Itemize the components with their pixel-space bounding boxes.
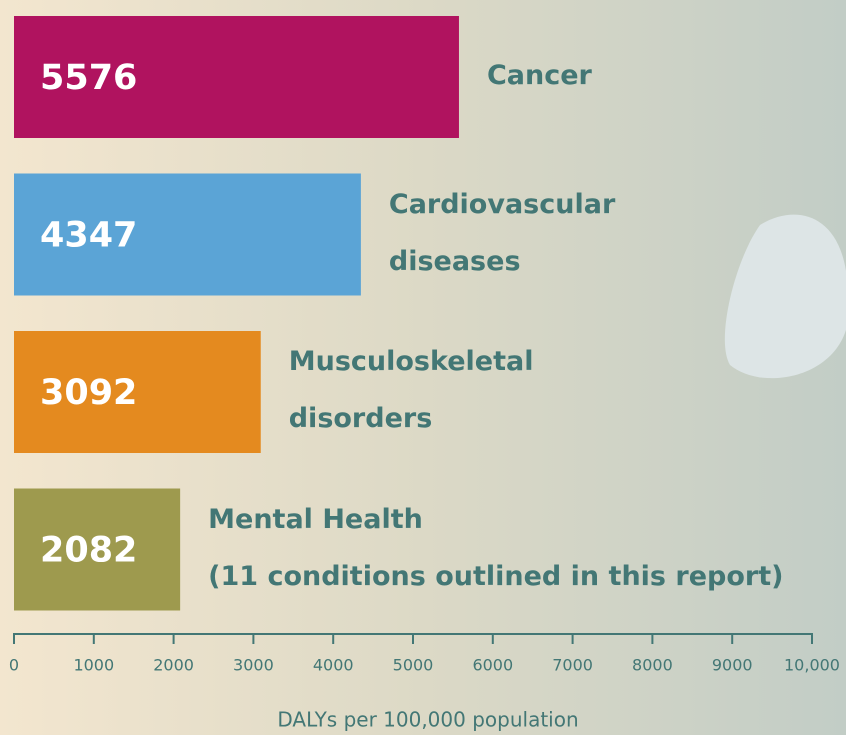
x-tick-label: 4000 [313,656,354,675]
x-tick-label: 5000 [393,656,434,675]
x-tick-label: 7000 [552,656,593,675]
value-label: 5576 [40,58,137,98]
x-tick-label: 0 [9,656,19,675]
bar [14,16,459,138]
decor-blob [724,214,846,379]
bar [14,331,261,453]
x-tick-label: 10,000 [784,656,840,675]
value-label: 4347 [40,216,137,256]
x-tick-label: 9000 [712,656,753,675]
category-label: Mental Health (11 conditions outlined in… [208,503,784,592]
x-tick-label: 3000 [233,656,274,675]
x-tick-label: 8000 [632,656,673,675]
x-axis-label: DALYs per 100,000 population [277,708,578,732]
x-tick-label: 1000 [73,656,114,675]
value-label: 3092 [40,373,137,413]
category-label: Musculoskeletal disorders [288,346,534,434]
bar [14,173,361,296]
category-label: Cardiovascular diseases [388,188,616,277]
category-label: Cancer [486,59,592,91]
value-label: 2082 [40,531,137,571]
x-tick-label: 2000 [153,656,194,675]
bar [14,488,181,611]
x-tick-label: 6000 [472,656,513,675]
